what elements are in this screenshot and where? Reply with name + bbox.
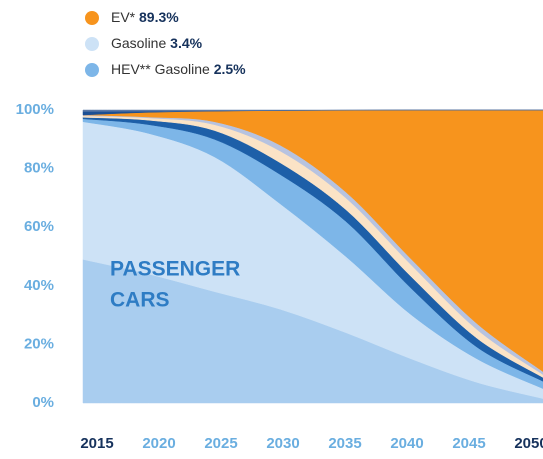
annotation: PASSENGER (110, 258, 240, 281)
x-tick-label: 2015 (80, 435, 113, 452)
x-tick-label: 2045 (452, 435, 485, 452)
x-tick-label: 2030 (266, 435, 299, 452)
legend-value: 89.3% (139, 9, 179, 25)
y-tick-label: 0% (32, 394, 54, 411)
legend-swatch (85, 63, 99, 77)
y-tick-label: 100% (16, 101, 54, 118)
legend-entry: HEV** Gasoline 2.5% (111, 61, 246, 77)
x-tick-label: 2040 (390, 435, 423, 452)
x-tick-label: 2020 (142, 435, 175, 452)
legend-entry: EV* 89.3% (111, 9, 179, 25)
y-tick-label: 60% (24, 218, 54, 235)
legend-name: HEV** Gasoline (111, 61, 210, 77)
x-tick-label: 2035 (328, 435, 361, 452)
legend-swatch (85, 11, 99, 25)
legend-name: Gasoline (111, 35, 166, 51)
legend-value: 3.4% (170, 35, 202, 51)
legend-value: 2.5% (214, 61, 246, 77)
y-tick-label: 20% (24, 335, 54, 352)
x-tick-label: 2050 (514, 435, 543, 452)
legend-name: EV* (111, 9, 136, 25)
y-tick-label: 40% (24, 277, 54, 294)
y-tick-label: 80% (24, 160, 54, 177)
annotation: CARS (110, 289, 170, 312)
legend-entry: Gasoline 3.4% (111, 35, 203, 51)
x-tick-label: 2025 (204, 435, 237, 452)
legend-swatch (85, 37, 99, 51)
